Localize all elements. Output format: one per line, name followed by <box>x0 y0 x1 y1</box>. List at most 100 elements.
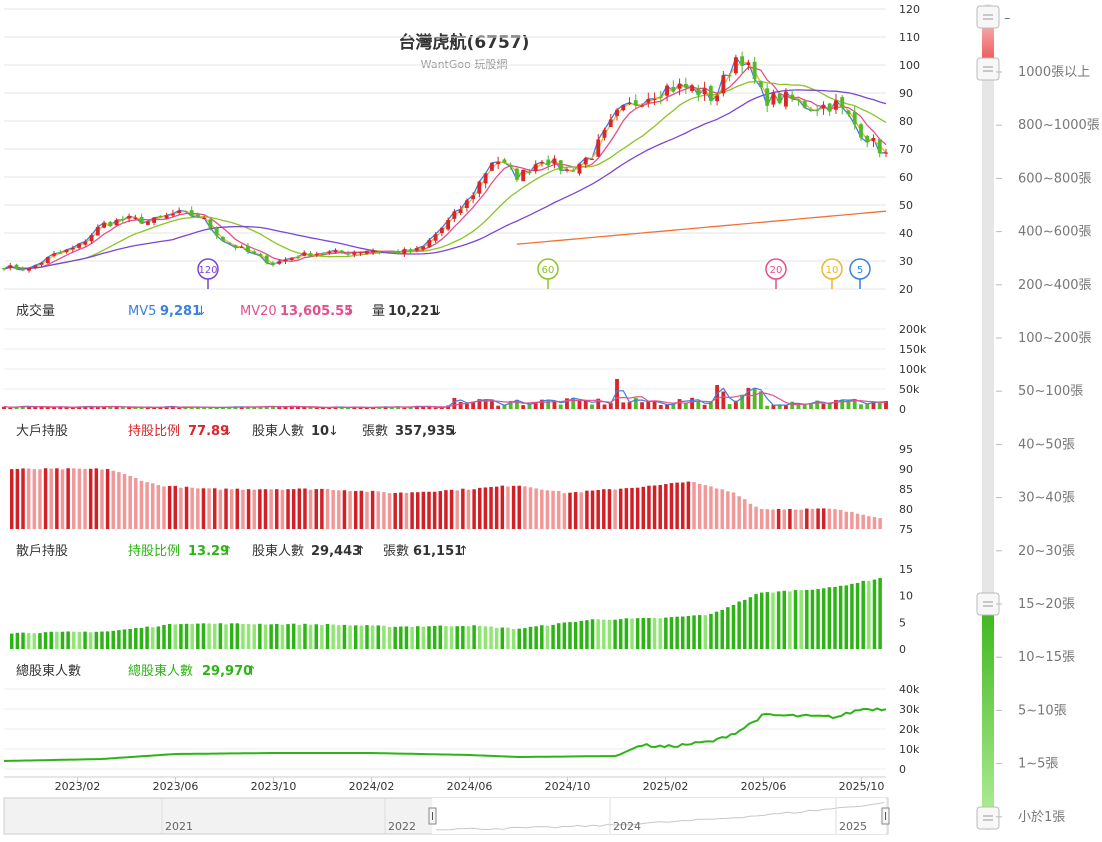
retail-holders-bar <box>438 625 443 649</box>
big-holders-bar <box>686 481 691 529</box>
volume-bar <box>8 407 13 409</box>
candle-body <box>821 104 826 109</box>
volume-mv20-line <box>3 391 887 409</box>
volume-bar <box>740 394 745 409</box>
retail-holders-bar <box>771 592 775 649</box>
big-holders-tick-label: 90 <box>899 463 913 476</box>
candle-body <box>358 252 363 254</box>
big-holders-bar <box>568 492 572 529</box>
retail-holders-bar <box>207 623 211 649</box>
volume-bar <box>640 402 644 409</box>
candle-body <box>521 169 526 182</box>
big-holders-bar <box>461 488 465 529</box>
slider-handle[interactable] <box>976 806 1000 830</box>
volume-bar <box>227 407 232 409</box>
retail-holders-bar <box>562 622 567 649</box>
candle-body <box>183 210 188 213</box>
retail-holders-bar <box>590 619 595 649</box>
retail-holders-bar <box>799 590 803 649</box>
big-holders-bar <box>162 486 166 529</box>
retail-holders-bar <box>156 626 161 649</box>
volume-bar <box>421 406 426 409</box>
big-holders-bar <box>805 508 809 529</box>
big-holders-bar <box>799 509 803 529</box>
retail-holders-bar <box>325 624 330 649</box>
navigator-tick-label: 2024 <box>613 820 641 833</box>
big-holders-bar <box>415 492 420 529</box>
volume-bar <box>615 379 619 409</box>
big-holders-bar <box>365 491 369 529</box>
volume-bar <box>139 407 144 409</box>
volume-tick-label: 0 <box>899 403 906 416</box>
retail-holders-bar <box>494 627 499 649</box>
big-holders-bar <box>528 487 533 529</box>
retail-holders-bar <box>624 618 629 649</box>
candle-body <box>227 242 232 244</box>
retail-holders-bar <box>686 615 691 649</box>
retail-holders-bar <box>517 628 521 649</box>
slider-handle[interactable] <box>976 5 1000 29</box>
retail-holders-label: 股東人數 <box>252 543 304 559</box>
volume-bar <box>802 404 807 409</box>
candle-body <box>377 251 382 253</box>
vol-value: 10,221 <box>388 304 438 319</box>
big-holders-bar <box>399 492 403 529</box>
slider-handle[interactable] <box>976 592 1000 616</box>
volume-bar <box>746 387 751 409</box>
ma-badge-10: 10 <box>821 258 843 289</box>
big-holders-bar <box>511 485 516 529</box>
retail-holders-bar <box>15 632 20 649</box>
volume-bar <box>433 407 438 409</box>
volume-bar <box>527 403 532 409</box>
retail-holders-bar <box>573 622 578 649</box>
big-holders-bar <box>331 490 335 529</box>
total-holders-label: 總股東人數 <box>128 663 193 679</box>
total-holders-value: 29,970 <box>202 664 252 679</box>
big-holders-bar <box>252 489 256 529</box>
candle-body <box>752 61 757 80</box>
volume-bar <box>877 402 882 409</box>
big-holders-bar <box>122 474 127 529</box>
vol-arrow: ↓ <box>432 304 443 319</box>
retail-holders-bar <box>212 623 217 649</box>
candle-body <box>827 103 832 112</box>
retail-holders-bar <box>472 625 476 649</box>
candle-body <box>70 247 75 250</box>
candle-body <box>439 227 444 234</box>
big-holders-bar <box>342 490 347 529</box>
total-holders-title: 總股東人數 <box>16 663 81 679</box>
retail-holders-bar <box>861 580 865 649</box>
candle-body <box>721 75 726 94</box>
holding-range-slider[interactable]: – 1000張以上 800~1000張 600~800張 400~600張 200~400… <box>976 4 1100 830</box>
candle-body <box>758 81 763 88</box>
big-holders-bar <box>602 489 606 529</box>
big-holders-bar <box>291 489 296 529</box>
candle-body <box>865 135 870 143</box>
price-tick-label: 40 <box>899 227 913 240</box>
volume-bar <box>327 407 332 409</box>
retail-holders-bar <box>196 623 200 649</box>
total-holders-header: 總股東人數 總股東人數 29,970 ↑ <box>16 663 257 679</box>
big-holders-bar <box>308 489 313 529</box>
volume-bar <box>52 406 56 409</box>
navigator[interactable]: 2021 2022 2024 2025 <box>3 797 890 835</box>
retail-holders-bar <box>83 631 87 649</box>
retail-holders-bar <box>150 627 155 649</box>
volume-bar <box>477 399 482 409</box>
slider-handle[interactable] <box>976 57 1000 81</box>
slider-label: 10~15張 <box>1018 650 1075 665</box>
candle-body <box>421 246 426 250</box>
big-holders-bar <box>765 509 770 529</box>
volume-bar <box>289 406 294 409</box>
retail-holders-bar <box>759 592 764 649</box>
retail-holders-tick-label: 10 <box>899 590 913 603</box>
volume-bar <box>658 404 663 409</box>
candle-body <box>583 157 588 165</box>
retail-holders-bar <box>726 607 730 649</box>
candle-body <box>790 94 795 100</box>
big-holders-bar <box>325 488 330 529</box>
big-holders-bar <box>150 483 155 529</box>
retail-holders-bar <box>681 616 685 649</box>
candle-body <box>540 162 544 164</box>
volume-bar <box>540 399 544 409</box>
